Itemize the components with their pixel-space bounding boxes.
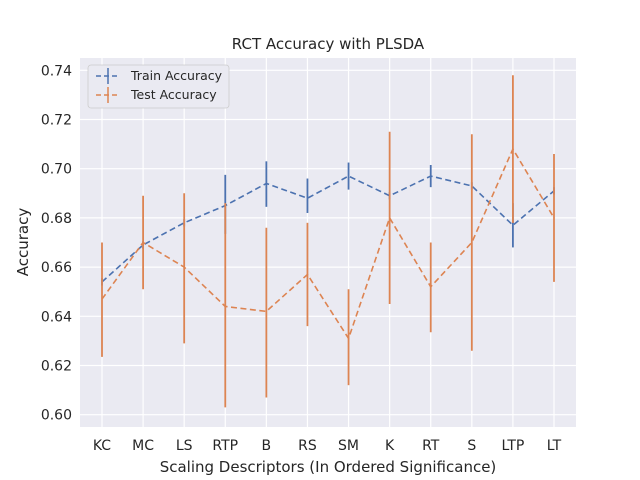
series-test	[101, 75, 555, 408]
y-tick-label: 0.72	[41, 113, 72, 129]
plot-area	[80, 58, 576, 427]
x-axis-label: Scaling Descriptors (In Ordered Signific…	[160, 458, 497, 476]
series-layer	[101, 75, 555, 408]
x-tick-label: RS	[298, 438, 317, 454]
y-tick-label: 0.60	[41, 408, 72, 424]
x-tick-label: K	[385, 438, 395, 454]
legend-train-label: Train Accuracy	[130, 68, 223, 83]
y-tick-label: 0.66	[41, 260, 72, 276]
x-tick-label: LT	[547, 438, 562, 454]
x-tick-label: RT	[422, 438, 440, 454]
x-tick-label: MC	[132, 438, 154, 454]
y-tick-labels: 0.60 0.62 0.64 0.66 0.68 0.70 0.72 0.74	[41, 63, 72, 423]
y-tick-label: 0.64	[41, 309, 72, 325]
x-tick-label: KC	[93, 438, 111, 454]
x-tick-label: S	[467, 438, 476, 454]
x-tick-label: SM	[338, 438, 359, 454]
series-line	[101, 175, 555, 283]
series-line	[101, 147, 555, 341]
x-tick-label: LTP	[501, 438, 524, 454]
y-tick-label: 0.70	[41, 162, 72, 178]
x-tick-label: B	[262, 438, 272, 454]
y-tick-label: 0.74	[41, 63, 72, 79]
y-axis-label: Accuracy	[14, 208, 32, 277]
y-tick-label: 0.62	[41, 359, 72, 375]
legend-box	[87, 64, 230, 109]
y-tick-label: 0.68	[41, 211, 72, 227]
legend-test-label: Test Accuracy	[130, 87, 217, 102]
x-tick-label: RTP	[212, 438, 238, 454]
legend: Train Accuracy Test Accuracy	[87, 64, 230, 109]
legend-entry-train: Train Accuracy	[96, 68, 223, 84]
legend-entry-test: Test Accuracy	[96, 87, 217, 103]
x-tick-labels: KC MC LS RTP B RS SM K RT S LTP LT	[93, 438, 562, 454]
chart-title: RCT Accuracy with PLSDA	[232, 35, 425, 53]
x-tick-label: LS	[176, 438, 193, 454]
